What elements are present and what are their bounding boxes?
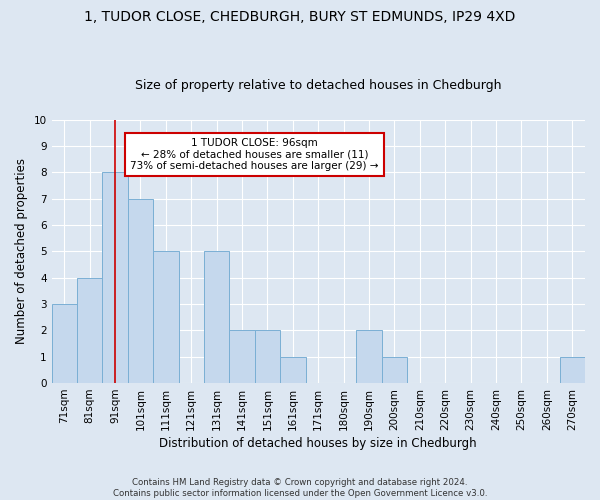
Title: Size of property relative to detached houses in Chedburgh: Size of property relative to detached ho… <box>135 79 502 92</box>
Bar <box>153 252 179 383</box>
Bar <box>280 356 305 383</box>
Text: 1, TUDOR CLOSE, CHEDBURGH, BURY ST EDMUNDS, IP29 4XD: 1, TUDOR CLOSE, CHEDBURGH, BURY ST EDMUN… <box>85 10 515 24</box>
Bar <box>52 304 77 383</box>
Bar <box>356 330 382 383</box>
Bar <box>382 356 407 383</box>
Text: Contains HM Land Registry data © Crown copyright and database right 2024.
Contai: Contains HM Land Registry data © Crown c… <box>113 478 487 498</box>
Bar <box>560 356 585 383</box>
Bar <box>229 330 255 383</box>
Bar <box>77 278 103 383</box>
Bar <box>128 198 153 383</box>
X-axis label: Distribution of detached houses by size in Chedburgh: Distribution of detached houses by size … <box>160 437 477 450</box>
Y-axis label: Number of detached properties: Number of detached properties <box>15 158 28 344</box>
Bar <box>204 252 229 383</box>
Text: 1 TUDOR CLOSE: 96sqm
← 28% of detached houses are smaller (11)
73% of semi-detac: 1 TUDOR CLOSE: 96sqm ← 28% of detached h… <box>130 138 379 171</box>
Bar <box>255 330 280 383</box>
Bar <box>103 172 128 383</box>
